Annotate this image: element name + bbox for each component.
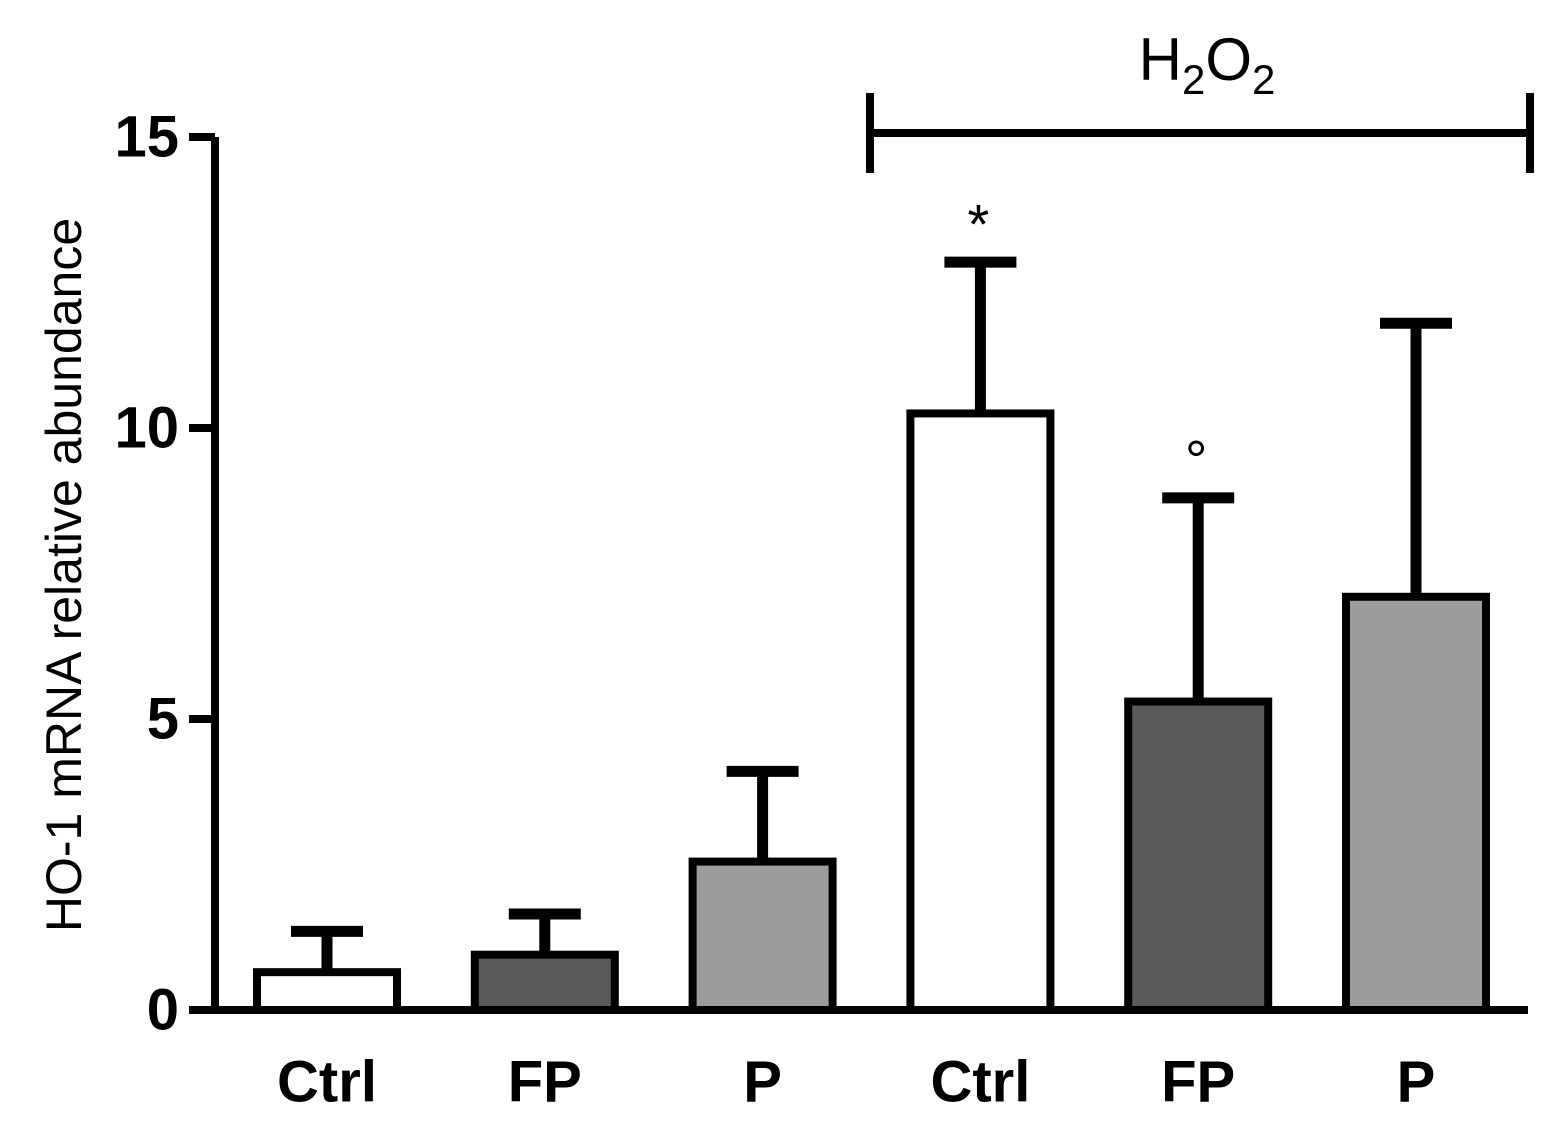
bar [688,857,837,1015]
bars [253,409,1490,1015]
group-label-part: H [1139,26,1182,93]
group-label: H2O2 [1139,26,1276,103]
x-category-label: FP [1161,1050,1235,1115]
x-category-label: P [743,1050,782,1115]
error-bars [291,256,1452,973]
x-category-label: FP [508,1050,582,1115]
significance-marker: * [968,193,990,256]
x-category-label: Ctrl [277,1050,377,1115]
y-ticks: 0 5 10 15 [114,105,215,1043]
y-tick-label: 5 [147,687,179,752]
group-bracket: H2O2 [866,26,1534,173]
annotations: *° [968,193,1208,492]
x-category-label: Ctrl [930,1050,1030,1115]
group-label-sub: 2 [1182,56,1205,103]
group-label-part: O [1205,26,1252,93]
x-categories: Ctrl FP P Ctrl FP P [277,1050,1435,1115]
y-tick-label: 15 [114,105,179,170]
x-category-label: P [1397,1050,1436,1115]
y-tick-label: 10 [114,396,179,461]
bar [470,950,619,1015]
bar [906,409,1055,1014]
bar [1124,697,1273,1014]
y-tick-label: 0 [147,978,179,1043]
bar [1342,592,1490,1015]
y-axis-label: HO-1 mRNA relative abundance [36,218,92,932]
significance-marker: ° [1185,428,1207,491]
axes [189,137,1528,1014]
bar [253,968,401,1014]
group-label-sub: 2 [1252,56,1275,103]
